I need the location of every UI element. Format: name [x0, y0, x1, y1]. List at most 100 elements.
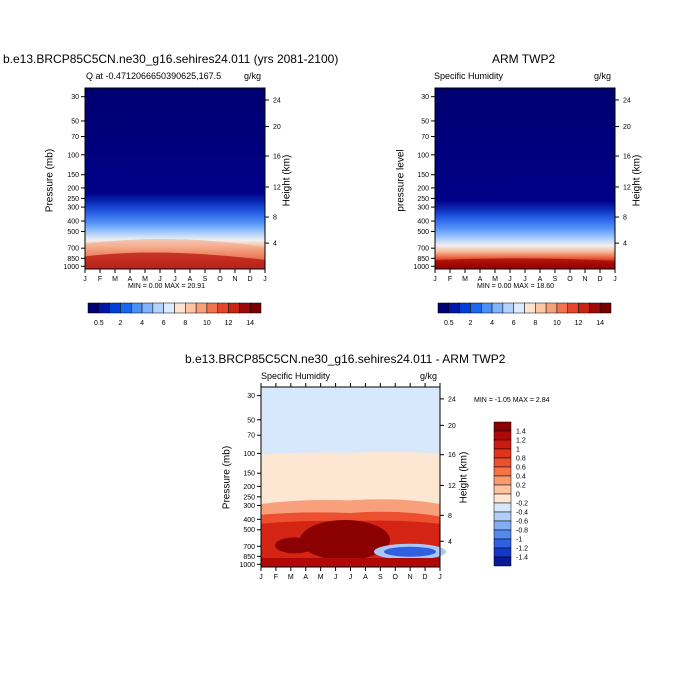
- panel3-surface-band: [261, 558, 440, 567]
- y-tick-label: 100: [417, 152, 429, 159]
- x-tick-label: D: [597, 276, 602, 283]
- colorbar2-label: 8: [533, 320, 537, 327]
- colorbar2-swatch: [556, 302, 568, 314]
- y-tick-label: 70: [247, 433, 255, 440]
- x-tick-label: M: [142, 276, 148, 283]
- x-tick-label: A: [128, 276, 133, 283]
- colorbar3-swatch: [493, 547, 512, 558]
- colorbar2-swatch: [535, 302, 547, 314]
- y-tick-label: 850: [243, 554, 255, 561]
- x-tick-label: S: [378, 574, 383, 581]
- x-tick-label: A: [538, 276, 543, 283]
- colorbar2-swatch: [470, 302, 482, 314]
- x-tick-label: A: [363, 574, 368, 581]
- y2-tick-label: 8: [273, 215, 277, 222]
- panel1-y2label: Height (km): [281, 154, 293, 207]
- panel1-stats: MIN = 0.00 MAX = 20.91: [128, 283, 206, 290]
- colorbar3-label: 0.8: [516, 456, 526, 463]
- colorbar3-swatch: [493, 511, 512, 522]
- panel1-field: [85, 88, 265, 269]
- x-tick-label: J: [334, 574, 338, 581]
- x-tick-label: N: [582, 276, 587, 283]
- y-tick-label: 300: [417, 205, 429, 212]
- colorbar1-swatch: [163, 302, 175, 314]
- colorbar3-swatch: [493, 529, 512, 540]
- panel1-subtitle-right: g/kg: [244, 71, 262, 81]
- y2-tick-label: 16: [273, 154, 281, 161]
- panel2-subtitle-right: g/kg: [594, 71, 612, 81]
- x-tick-label: J: [173, 276, 177, 283]
- x-tick-label: D: [247, 276, 252, 283]
- y-tick-label: 30: [247, 393, 255, 400]
- panel3-title: b.e13.BRCP85C5CN.ne30_g16.sehires24.011 …: [185, 352, 506, 366]
- panel2-title: ARM TWP2: [492, 52, 556, 66]
- colorbar2-label: 6: [512, 320, 516, 327]
- y-tick-label: 1000: [413, 264, 429, 271]
- y-tick-label: 700: [67, 246, 79, 253]
- y2-tick-label: 4: [623, 241, 627, 248]
- y2-tick-label: 16: [623, 154, 631, 161]
- panel2-field: [435, 88, 615, 269]
- panel1-ylabel: Pressure (mb): [44, 148, 56, 213]
- y-tick-label: 400: [243, 517, 255, 524]
- y-tick-label: 250: [243, 494, 255, 501]
- x-tick-label: M: [462, 276, 468, 283]
- colorbar3-swatch: [493, 475, 512, 486]
- colorbar2-swatch: [437, 302, 450, 314]
- colorbar1-swatch: [98, 302, 110, 314]
- colorbar2-swatch: [481, 302, 493, 314]
- x-tick-label: A: [303, 574, 308, 581]
- colorbar2-label: 2: [468, 320, 472, 327]
- colorbar2-label: 14: [596, 320, 604, 327]
- y-tick-label: 700: [417, 246, 429, 253]
- x-tick-label: M: [288, 574, 294, 581]
- x-tick-label: J: [259, 574, 263, 581]
- y-tick-label: 250: [417, 196, 429, 203]
- colorbar3-label: -1.4: [516, 555, 528, 562]
- colorbar3-label: 0.2: [516, 483, 526, 490]
- colorbar3-label: -0.6: [516, 519, 528, 526]
- y2-tick-label: 24: [623, 97, 631, 104]
- x-tick-label: J: [349, 574, 353, 581]
- y2-tick-label: 12: [273, 185, 281, 192]
- x-tick-label: J: [263, 276, 267, 283]
- x-tick-label: F: [98, 276, 102, 283]
- colorbar2-swatch: [448, 302, 460, 314]
- x-tick-label: J: [83, 276, 87, 283]
- panel2-y2label: Height (km): [631, 154, 643, 207]
- y2-tick-label: 20: [448, 423, 456, 430]
- y-tick-label: 100: [67, 152, 79, 159]
- y-tick-label: 1000: [239, 562, 255, 569]
- x-tick-label: D: [423, 574, 428, 581]
- colorbar1-label: 8: [183, 320, 187, 327]
- x-tick-label: M: [112, 276, 118, 283]
- colorbar3-swatch: [493, 502, 512, 513]
- colorbar3-swatch: [493, 484, 512, 495]
- colorbar2-swatch: [599, 302, 612, 314]
- panel1-title: b.e13.BRCP85C5CN.ne30_g16.sehires24.011 …: [3, 52, 339, 66]
- y-tick-label: 50: [247, 417, 255, 424]
- colorbar1-swatch: [131, 302, 143, 314]
- colorbar1-label: 4: [140, 320, 144, 327]
- colorbar1-swatch: [109, 302, 121, 314]
- panel3-stats: MIN = -1.05 MAX = 2.84: [474, 397, 550, 404]
- colorbar1-label: 10: [203, 320, 211, 327]
- panel2-stats: MIN = 0.00 MAX = 18.60: [477, 283, 555, 290]
- colorbar3-swatch: [493, 448, 512, 459]
- colorbar1-swatch: [174, 302, 186, 314]
- y-tick-label: 250: [67, 196, 79, 203]
- y2-tick-label: 8: [448, 513, 452, 520]
- colorbar1-label: 0.5: [94, 320, 104, 327]
- panel1-subtitle-left: Q at -0.4712066650390625,167.5: [86, 71, 222, 81]
- y-tick-label: 70: [71, 134, 79, 141]
- y-tick-label: 500: [417, 229, 429, 236]
- y2-tick-label: 4: [448, 539, 452, 546]
- colorbar2-swatch: [513, 302, 525, 314]
- colorbar1-swatch: [185, 302, 197, 314]
- y-tick-label: 150: [67, 172, 79, 179]
- colorbar2-label: 12: [575, 320, 583, 327]
- panel2-ylabel: pressure level: [395, 149, 407, 212]
- x-tick-label: J: [438, 574, 442, 581]
- colorbar3-swatch: [493, 439, 512, 450]
- y-tick-label: 200: [243, 484, 255, 491]
